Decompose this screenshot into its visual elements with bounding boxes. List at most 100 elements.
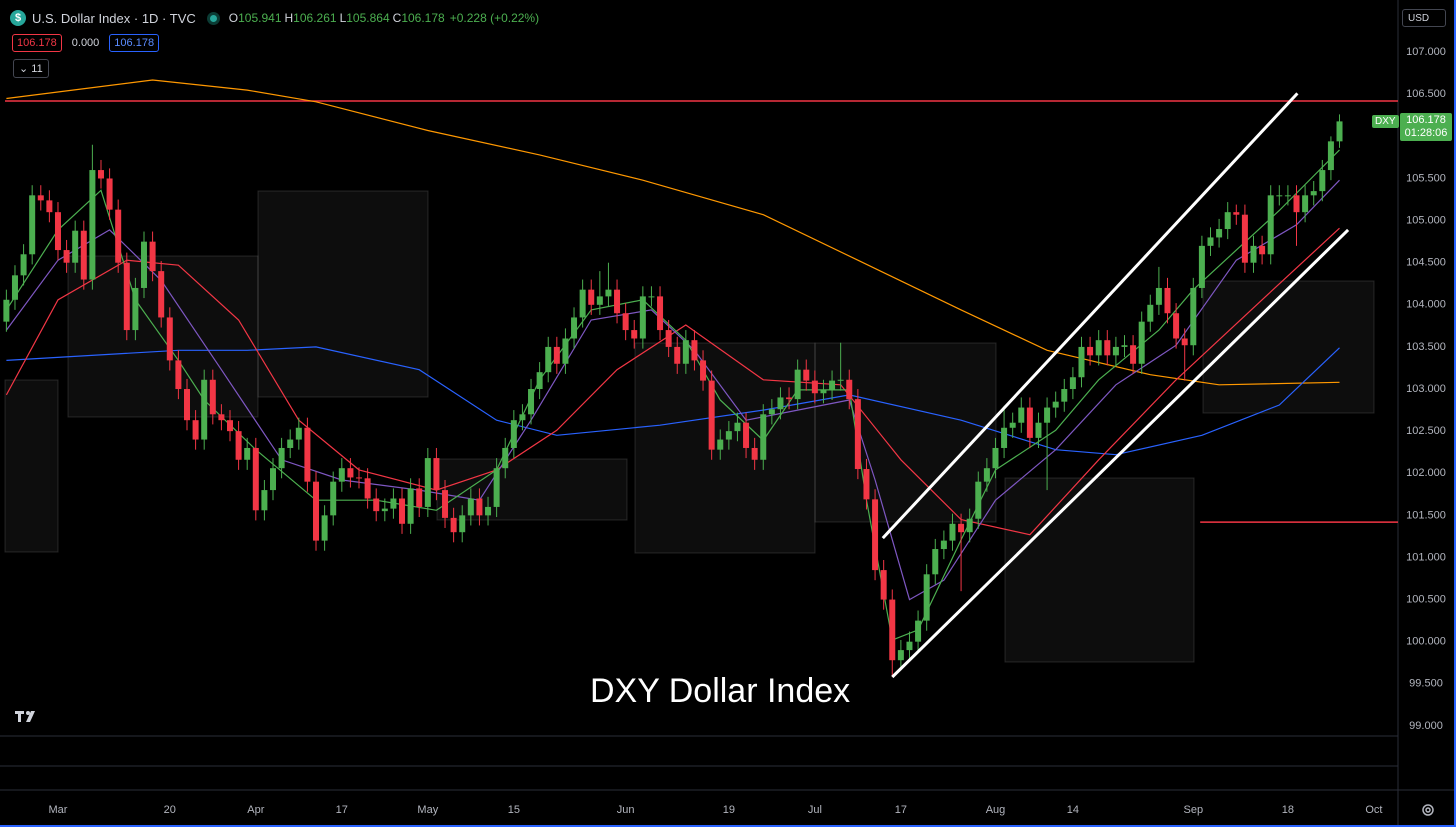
y-tick-label: 105.000 <box>1406 215 1446 227</box>
candle-body <box>476 498 483 516</box>
ohlc-value: 105.941 <box>238 11 282 25</box>
candle-body <box>872 499 879 571</box>
candle-body <box>923 574 930 621</box>
candle-body <box>622 313 629 331</box>
candle-body <box>140 241 147 288</box>
candle-body <box>1259 245 1266 255</box>
trend-channel-line <box>881 92 1299 540</box>
y-tick-label: 100.000 <box>1406 636 1446 648</box>
x-tick-label: Oct <box>1365 804 1382 816</box>
candle-body <box>416 488 423 507</box>
candle-body <box>1112 346 1119 356</box>
candle-body <box>837 379 844 381</box>
input-box[interactable]: 106.178 <box>12 34 62 52</box>
trend-channel-line <box>891 228 1350 679</box>
candle-body <box>37 195 44 201</box>
candle-body <box>97 170 104 179</box>
symbol-title[interactable]: U.S. Dollar Index · 1D · TVC <box>32 10 196 26</box>
candle-body <box>596 296 603 305</box>
candle-body <box>1276 195 1283 197</box>
candle-body <box>579 289 586 318</box>
candle-body <box>166 317 173 361</box>
indicators-toggle[interactable]: ⌄ 11 <box>13 59 49 78</box>
ohlc-key: H <box>284 11 294 25</box>
candle-body <box>717 439 724 450</box>
y-tick-label: 106.500 <box>1406 88 1446 100</box>
candle-body <box>992 447 999 469</box>
y-tick-label: 99.500 <box>1409 678 1443 690</box>
market-status <box>209 14 217 22</box>
candle-body <box>562 338 569 364</box>
candle-body <box>493 468 500 507</box>
candle-body <box>1310 191 1317 196</box>
candle-body <box>880 570 887 600</box>
candle-body <box>1181 338 1188 346</box>
candle-body <box>29 195 36 255</box>
candle-body <box>183 389 190 421</box>
x-tick-label: Jul <box>808 804 822 816</box>
symbol-tag: DXY <box>1372 115 1399 128</box>
candle-body <box>330 481 337 516</box>
candle-body <box>1009 422 1016 428</box>
candle-body <box>1173 313 1180 339</box>
candle-body <box>940 540 947 550</box>
x-tick-label: 18 <box>1282 804 1294 816</box>
candle-body <box>932 549 939 575</box>
chart-annotation: DXY Dollar Index <box>590 672 851 710</box>
candle-body <box>588 289 595 305</box>
moving-average <box>5 179 1340 601</box>
candle-body <box>751 447 758 460</box>
settings-button[interactable] <box>1422 804 1434 816</box>
candle-body <box>734 422 741 432</box>
candle-body <box>149 241 156 272</box>
candle-body <box>665 330 672 347</box>
ohlc-key: C <box>392 11 402 25</box>
candle-body <box>1164 287 1171 314</box>
candle-body <box>545 346 552 373</box>
candle-body <box>158 271 165 318</box>
candle-body <box>1069 377 1076 390</box>
candle-body <box>958 523 965 533</box>
candle-body <box>442 490 449 518</box>
y-tick-label: 101.000 <box>1406 551 1446 563</box>
x-tick-label: 17 <box>895 804 907 816</box>
candle-body <box>743 422 750 448</box>
session-box <box>257 190 429 398</box>
ohlc-value: 105.864 <box>346 11 390 25</box>
candle-body <box>897 650 904 661</box>
session-box <box>1004 477 1195 663</box>
candle-body <box>1250 245 1257 263</box>
candle-body <box>459 515 466 533</box>
ohlc-key: L <box>339 11 347 25</box>
candle-body <box>1087 346 1094 356</box>
candle-body <box>639 296 646 339</box>
currency-button[interactable]: USD <box>1402 9 1446 27</box>
x-tick-label: Sep <box>1184 804 1204 816</box>
candle-body <box>528 389 535 415</box>
y-tick-label: 100.500 <box>1406 593 1446 605</box>
candle-body <box>1293 195 1300 213</box>
x-tick-label: 14 <box>1067 804 1079 816</box>
candle-body <box>356 477 363 479</box>
moving-average <box>5 227 1340 536</box>
symbol-icon: $ <box>10 10 26 26</box>
candle-body <box>863 469 870 500</box>
candle-body <box>11 275 18 300</box>
y-tick-label: 103.000 <box>1406 383 1446 395</box>
candle-body <box>321 515 328 541</box>
indicators-count: 11 <box>31 63 43 75</box>
last-price-badge: 106.178 01:28:06 <box>1400 113 1452 141</box>
candle-body <box>1155 287 1162 305</box>
candle-body <box>1026 407 1033 438</box>
candle-body <box>854 399 861 470</box>
candle-body <box>1319 170 1326 192</box>
candle-body <box>811 380 818 394</box>
candle-body <box>399 498 406 524</box>
session-box <box>1202 280 1375 414</box>
y-tick-label: 102.500 <box>1406 425 1446 437</box>
candle-body <box>794 369 801 400</box>
candle-body <box>1267 195 1274 255</box>
candle-body <box>1104 340 1111 356</box>
input-box[interactable]: 106.178 <box>109 34 160 52</box>
